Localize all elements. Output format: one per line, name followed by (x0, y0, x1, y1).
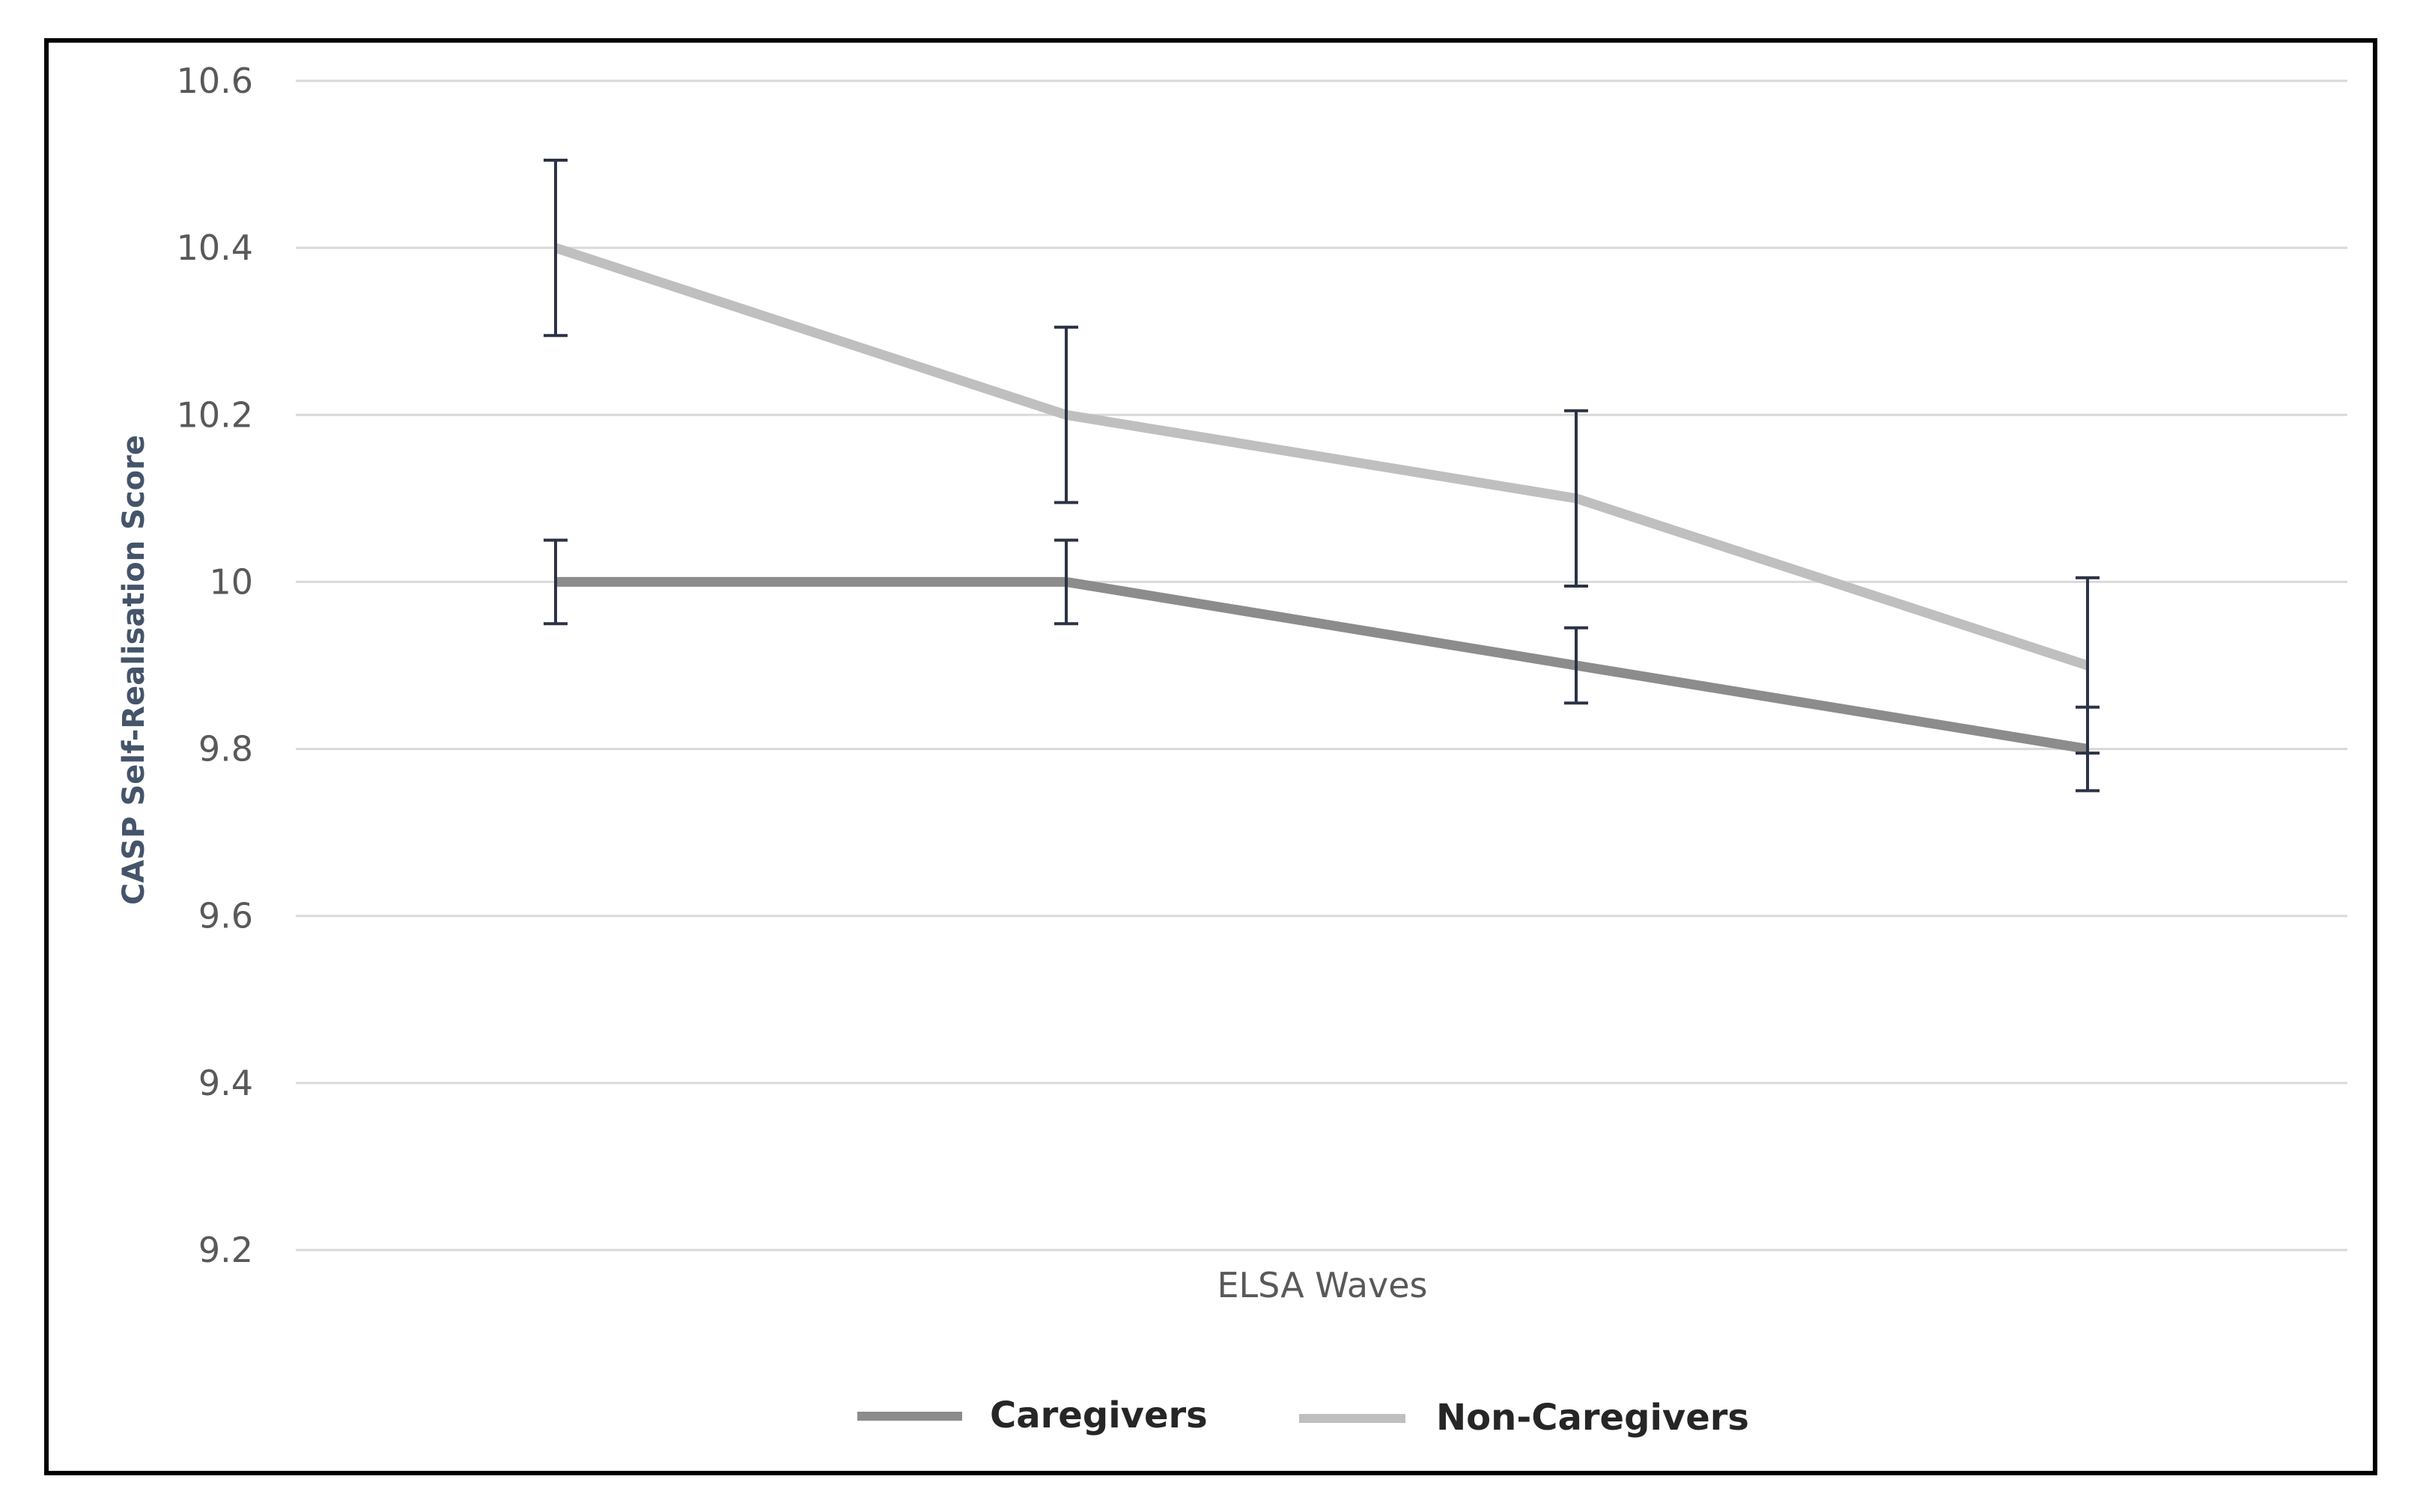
y-tick-label: 9.6 (198, 896, 253, 936)
y-tick-label: 9.4 (198, 1063, 253, 1103)
legend-label-caregivers: Caregivers (990, 1394, 1208, 1436)
y-axis-title: CASP Self-Realisation Score (117, 435, 151, 905)
series-line-caregivers (556, 576, 2089, 754)
chart-border (44, 38, 2377, 1475)
series-line-non-caregivers (553, 243, 2090, 671)
series-lines (553, 243, 2090, 754)
legend: Caregivers Non-Caregivers (857, 1394, 1749, 1439)
x-axis-title: ELSA Waves (1217, 1265, 1427, 1305)
y-tick-label: 10.4 (177, 228, 253, 268)
y-axis-tick-labels: 10.6 10.4 10.2 10 9.8 9.6 9.4 9.2 (177, 61, 253, 1270)
legend-label-non-caregivers: Non-Caregivers (1436, 1397, 1749, 1439)
y-tick-label: 9.8 (198, 729, 253, 769)
y-tick-label: 10.6 (177, 61, 253, 101)
y-tick-label: 10 (209, 561, 253, 602)
y-tick-label: 9.2 (198, 1230, 253, 1270)
error-bars (544, 158, 2100, 793)
y-tick-label: 10.2 (177, 394, 253, 435)
